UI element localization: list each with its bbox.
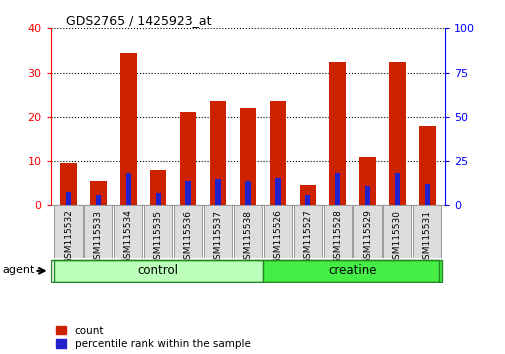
Text: agent: agent (3, 264, 35, 275)
Text: GSM115534: GSM115534 (124, 210, 133, 264)
Bar (394, 173, 399, 205)
Text: GDS2765 / 1425923_at: GDS2765 / 1425923_at (66, 14, 211, 27)
Bar (215, 179, 220, 205)
Text: GSM115533: GSM115533 (94, 210, 103, 264)
FancyBboxPatch shape (263, 260, 441, 282)
FancyBboxPatch shape (353, 205, 381, 258)
Bar (329, 62, 345, 205)
FancyBboxPatch shape (174, 205, 202, 258)
Bar (364, 186, 370, 205)
Bar (60, 163, 77, 205)
Bar (185, 181, 190, 205)
Bar (125, 173, 131, 205)
Bar (245, 181, 250, 205)
Text: creatine: creatine (328, 264, 376, 277)
FancyBboxPatch shape (114, 205, 142, 258)
Bar (210, 101, 226, 205)
FancyBboxPatch shape (323, 205, 351, 258)
Bar (299, 185, 315, 205)
Legend: count, percentile rank within the sample: count, percentile rank within the sample (56, 326, 250, 349)
Bar (334, 173, 340, 205)
Text: GSM115530: GSM115530 (392, 210, 401, 264)
Text: GSM115527: GSM115527 (302, 210, 312, 264)
FancyBboxPatch shape (54, 260, 263, 282)
Text: GSM115536: GSM115536 (183, 210, 192, 264)
FancyBboxPatch shape (233, 205, 262, 258)
FancyBboxPatch shape (84, 205, 112, 258)
FancyBboxPatch shape (144, 205, 172, 258)
Bar (424, 184, 429, 205)
Text: GSM115526: GSM115526 (273, 210, 282, 264)
Text: control: control (137, 264, 178, 277)
Text: GSM115538: GSM115538 (243, 210, 252, 264)
FancyBboxPatch shape (413, 205, 440, 258)
Text: GSM115535: GSM115535 (154, 210, 163, 264)
Bar (305, 195, 310, 205)
Bar (418, 126, 435, 205)
FancyBboxPatch shape (263, 205, 291, 258)
FancyBboxPatch shape (383, 205, 411, 258)
Bar (388, 62, 405, 205)
Bar (155, 193, 161, 205)
Bar (120, 53, 136, 205)
Text: GSM115529: GSM115529 (362, 210, 371, 264)
FancyBboxPatch shape (293, 205, 321, 258)
Bar (269, 101, 285, 205)
Bar (275, 178, 280, 205)
Bar (359, 156, 375, 205)
Bar (239, 108, 256, 205)
Bar (180, 113, 196, 205)
FancyBboxPatch shape (55, 205, 82, 258)
FancyBboxPatch shape (204, 205, 232, 258)
Text: GSM115537: GSM115537 (213, 210, 222, 264)
Bar (90, 181, 107, 205)
Bar (95, 195, 101, 205)
Text: GSM115531: GSM115531 (422, 210, 431, 264)
Text: GSM115528: GSM115528 (332, 210, 341, 264)
Bar (149, 170, 166, 205)
Bar (66, 192, 71, 205)
Text: GSM115532: GSM115532 (64, 210, 73, 264)
